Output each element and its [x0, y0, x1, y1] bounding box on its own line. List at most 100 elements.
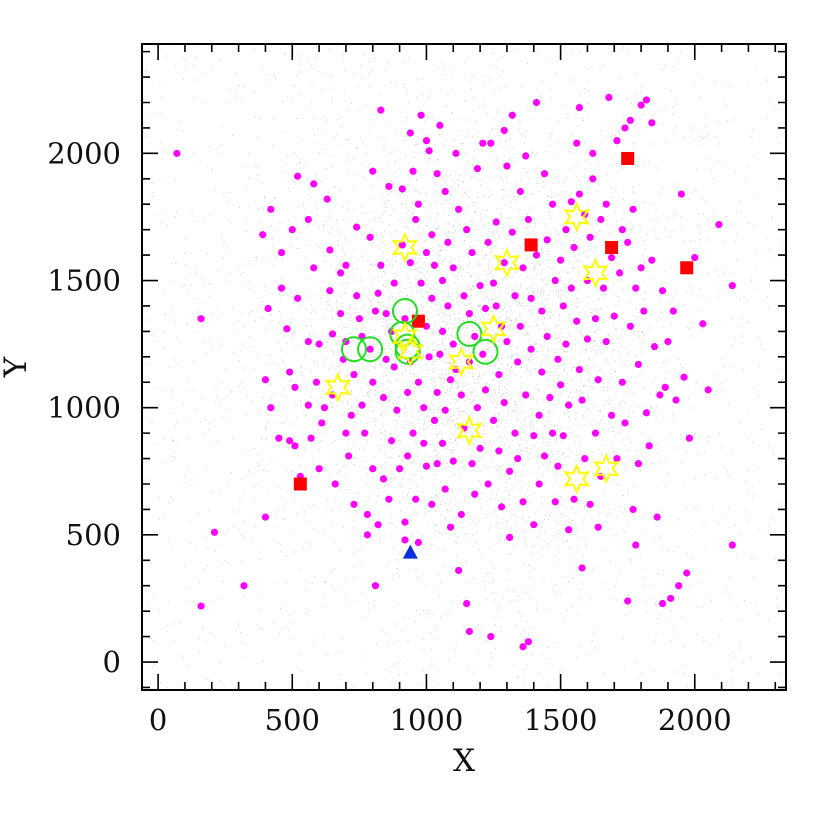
data-point [398, 241, 406, 249]
data-point-square [680, 261, 694, 275]
data-point [452, 149, 460, 157]
data-point-triangle [402, 544, 418, 559]
data-point-square [524, 238, 538, 252]
data-point [371, 582, 380, 590]
data-point [602, 200, 610, 208]
data-point [473, 165, 482, 173]
data-point [613, 454, 621, 463]
y-tick-label: 1000 [47, 391, 121, 425]
data-point [519, 643, 527, 651]
data-point [530, 521, 538, 529]
data-point [650, 343, 659, 351]
data-point [355, 315, 363, 323]
data-point [728, 541, 736, 549]
data-point [634, 460, 643, 468]
data-point [669, 307, 677, 315]
data-point [465, 358, 473, 366]
data-point [369, 465, 377, 473]
x-axis-label: X [453, 743, 475, 779]
data-point [514, 454, 522, 463]
y-tick-label: 0 [103, 645, 121, 679]
data-point-square [605, 240, 619, 254]
data-point [404, 452, 412, 460]
data-point [417, 279, 425, 287]
data-point [406, 259, 414, 267]
data-point [465, 309, 473, 318]
data-point [642, 409, 651, 417]
data-point [441, 485, 449, 493]
data-point [548, 429, 557, 437]
data-point [328, 330, 337, 338]
data-point [393, 406, 401, 414]
data-point [479, 350, 487, 358]
data-point [463, 599, 471, 608]
data-point [425, 353, 433, 361]
data-point [667, 594, 675, 603]
data-point [323, 195, 331, 203]
data-point [728, 282, 736, 290]
data-point [259, 231, 267, 239]
data-point [586, 233, 594, 241]
data-point [406, 129, 414, 137]
data-point [441, 187, 449, 196]
data-point [449, 340, 457, 348]
data-point [401, 536, 409, 544]
data-point-star [563, 201, 591, 233]
data-point [503, 162, 511, 170]
data-point [425, 147, 433, 155]
data-point [565, 526, 573, 534]
data-point [363, 531, 371, 539]
series-square-filled [293, 151, 694, 491]
data-point [634, 360, 643, 369]
data-point [492, 302, 500, 310]
data-point [557, 256, 565, 264]
data-point [484, 480, 492, 488]
data-point [385, 182, 393, 191]
data-point [699, 320, 707, 328]
data-point [497, 503, 506, 511]
data-point [532, 251, 541, 259]
data-point [428, 294, 436, 302]
data-point [508, 228, 516, 236]
data-point [527, 345, 535, 353]
data-point [476, 282, 484, 290]
series-circle-filled [173, 93, 736, 651]
plot-markers [173, 93, 736, 651]
data-point [495, 371, 503, 379]
data-point [173, 149, 181, 157]
data-point [304, 337, 312, 346]
data-point-circle [340, 336, 367, 363]
data-point [565, 401, 573, 409]
data-point [312, 378, 321, 386]
data-point [503, 337, 511, 346]
y-tick-label: 2000 [47, 136, 121, 170]
data-point [460, 292, 468, 300]
data-point [645, 442, 653, 450]
data-point [307, 434, 315, 442]
data-point [637, 101, 645, 109]
data-point [353, 292, 361, 300]
data-point [511, 429, 519, 437]
data-point [543, 236, 551, 244]
data-point-star [592, 453, 620, 485]
data-point [632, 541, 640, 549]
data-point [527, 294, 535, 302]
data-point [570, 495, 578, 503]
data-point [479, 139, 487, 147]
data-point [559, 432, 567, 440]
data-point [546, 393, 554, 402]
data-point [277, 284, 286, 292]
data-point [522, 152, 530, 160]
data-point [422, 137, 431, 145]
data-point [210, 528, 219, 536]
data-point [409, 167, 417, 175]
data-point [441, 406, 449, 414]
data-point [548, 200, 557, 208]
x-tick-label: 2000 [658, 703, 732, 737]
data-point [487, 139, 495, 147]
data-point [514, 358, 522, 366]
data-point [621, 124, 629, 132]
data-point [476, 444, 484, 452]
data-point [420, 439, 428, 447]
data-point [540, 170, 549, 178]
